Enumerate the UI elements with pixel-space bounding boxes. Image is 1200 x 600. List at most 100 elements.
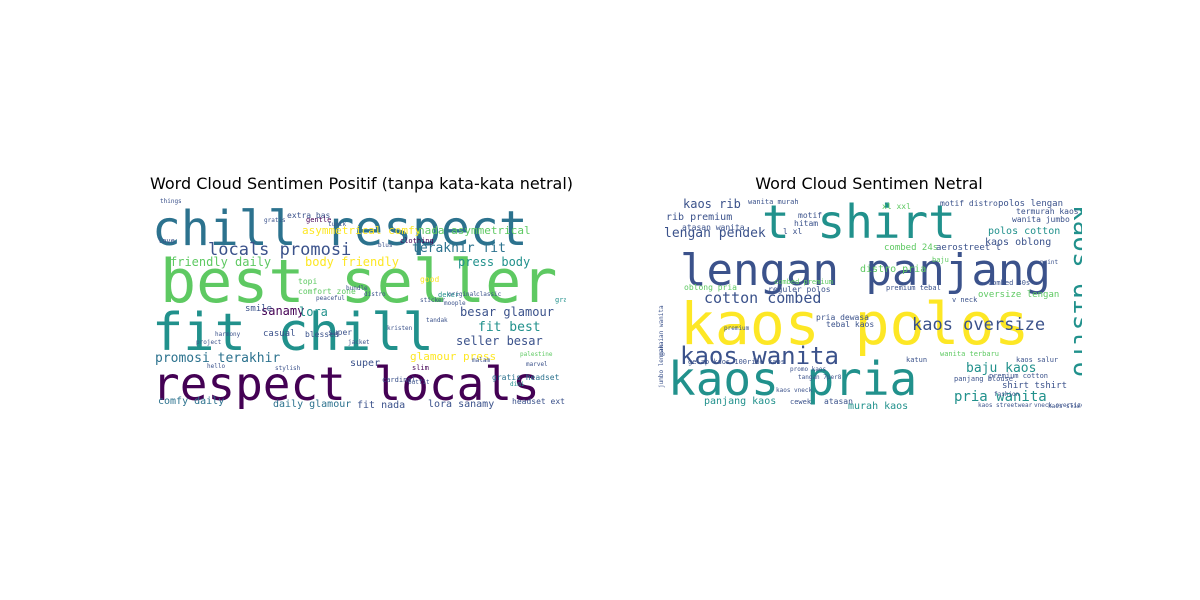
- word-positive-52: tandak: [426, 317, 448, 324]
- word-positive-62: malam: [472, 357, 490, 364]
- word-positive-8: press body: [458, 255, 530, 269]
- word-positive-15: lora: [299, 305, 328, 319]
- word-positive-22: headset extra: [512, 397, 566, 406]
- word-positive-53: distro: [364, 291, 386, 298]
- word-neutral-26: premium tebal: [886, 284, 941, 292]
- word-positive-38: slim: [412, 364, 429, 372]
- word-neutral-16: polos cotton: [988, 226, 1060, 237]
- word-neutral-44: premium cotton: [989, 372, 1048, 380]
- word-neutral-41: cewek: [790, 398, 812, 406]
- word-neutral-51: pakaian wanita: [658, 305, 665, 356]
- word-positive-60: kristen: [387, 325, 413, 332]
- word-neutral-56: fashion: [994, 391, 1020, 398]
- word-positive-23: gratis headset: [492, 373, 560, 382]
- word-neutral-57: baju: [932, 256, 949, 264]
- word-neutral-49: tangan 7per8: [798, 374, 842, 381]
- word-neutral-25: wanita jumbo: [1012, 215, 1070, 224]
- word-neutral-32: atasan wanita: [682, 223, 745, 232]
- word-positive-32: love: [158, 237, 175, 245]
- word-positive-56: harmony: [215, 331, 241, 338]
- word-positive-36: deker: [438, 291, 459, 299]
- word-positive-1: chill respect: [152, 201, 528, 257]
- word-neutral-28: oblong pria: [684, 283, 737, 292]
- word-neutral-53: kaos slim: [1048, 403, 1081, 409]
- word-positive-14: sanamy: [261, 304, 304, 318]
- word-positive-9: asymmetrical comfy: [302, 224, 422, 237]
- word-positive-33: gentle: [306, 216, 331, 224]
- word-neutral-15: kaos oblong: [985, 237, 1051, 248]
- word-positive-3: respect locals: [152, 357, 540, 409]
- word-neutral-21: polos lengan: [998, 199, 1063, 209]
- word-neutral-52: v neck: [952, 296, 978, 304]
- word-neutral-36: l xl: [783, 227, 802, 236]
- word-positive-28: good: [420, 275, 439, 284]
- word-neutral-55: vneck oversize: [1034, 402, 1082, 409]
- word-positive-21: comfy daily: [158, 396, 224, 407]
- word-positive-13: seller besar: [456, 334, 543, 348]
- word-neutral-46: gelap kaos 100ribu kaos: [688, 358, 785, 366]
- word-neutral-17: combed 24s: [884, 243, 938, 253]
- word-neutral-59: print: [1040, 259, 1058, 266]
- word-neutral-0: kaos polos: [680, 290, 1029, 358]
- word-positive-45: palestine: [520, 351, 553, 358]
- word-positive-47: tunik: [328, 221, 346, 228]
- word-positive-44: marvel: [526, 361, 548, 368]
- word-positive-55: moople: [444, 300, 466, 307]
- chart-title-positive: Word Cloud Sentimen Positif (tanpa kata-…: [149, 174, 574, 193]
- word-positive-10: nada asymmetrical: [418, 224, 531, 237]
- word-positive-48: hello: [207, 363, 225, 370]
- word-positive-35: topi: [298, 277, 317, 286]
- word-neutral-23: motif distro: [940, 199, 998, 208]
- word-neutral-40: atasan: [824, 397, 853, 406]
- word-neutral-13: panjang kaos: [704, 396, 776, 407]
- word-positive-0: best seller: [160, 247, 557, 317]
- word-neutral-33: motif: [798, 211, 822, 220]
- word-neutral-54: kaos streetwear: [978, 402, 1033, 409]
- word-positive-39: cardinal: [382, 376, 416, 384]
- word-neutral-47: wanita terbaru: [940, 350, 999, 358]
- word-neutral-30: pria dewasa: [816, 313, 869, 322]
- word-neutral-58: premium: [724, 325, 750, 332]
- word-neutral-31: tebal kaos: [826, 320, 874, 329]
- word-neutral-42: kaos salur: [1016, 356, 1058, 364]
- word-neutral-19: distro pria: [860, 264, 926, 275]
- word-positive-24: super: [350, 358, 380, 369]
- word-positive-51: classic: [476, 291, 502, 298]
- word-neutral-24: termurah kaos: [1016, 207, 1079, 216]
- word-positive-58: original: [448, 291, 477, 298]
- word-neutral-29: reguler polos: [768, 285, 831, 294]
- word-neutral-27: combed 30s: [988, 279, 1030, 287]
- word-neutral-20: oversize lengan: [978, 290, 1059, 300]
- word-neutral-43: panjang blouse: [954, 375, 1013, 383]
- word-positive-46: dimi: [510, 381, 525, 388]
- word-positive-59: blus: [378, 242, 393, 249]
- word-neutral-3: kaos pria: [668, 352, 917, 406]
- word-positive-43: outfit: [408, 379, 430, 386]
- word-positive-54: sticker: [420, 297, 446, 304]
- word-positive-29: extra bas: [287, 211, 331, 220]
- word-positive-7: body friendly: [305, 255, 399, 269]
- word-cloud-positive: best seller chill respect fit chill respect…: [148, 197, 566, 409]
- word-neutral-18: aerostreet t: [936, 243, 1001, 253]
- word-positive-40: project: [196, 339, 222, 346]
- word-neutral-22: shirt tshirt: [1002, 381, 1067, 391]
- word-positive-17: glamour press: [410, 350, 496, 363]
- word-neutral-45: kaos vneck: [776, 387, 813, 394]
- word-neutral-2: t shirt: [762, 197, 956, 249]
- word-positive-50: bundle: [346, 285, 368, 292]
- word-positive-26: casual: [263, 329, 296, 339]
- word-positive-18: daily glamour: [273, 399, 351, 409]
- word-positive-41: stylish: [275, 365, 301, 372]
- word-neutral-37: xl xxl: [882, 202, 911, 211]
- word-positive-49: gratis: [264, 217, 286, 224]
- word-positive-25: comfort zone: [298, 287, 356, 296]
- word-positive-19: fit nada: [357, 400, 405, 409]
- chart-title-neutral: Word Cloud Sentimen Netral: [755, 174, 983, 193]
- word-positive-11: besar glamour: [460, 305, 554, 319]
- word-neutral-10: baju kaos: [966, 361, 1036, 376]
- word-neutral-11: kaos rib: [683, 197, 741, 211]
- word-neutral-14: murah kaos: [848, 401, 908, 409]
- word-positive-16: promosi terakhir: [155, 351, 280, 366]
- word-cloud-neutral: kaos polos lengan panjang t shirt kaos pria…: [656, 197, 1082, 409]
